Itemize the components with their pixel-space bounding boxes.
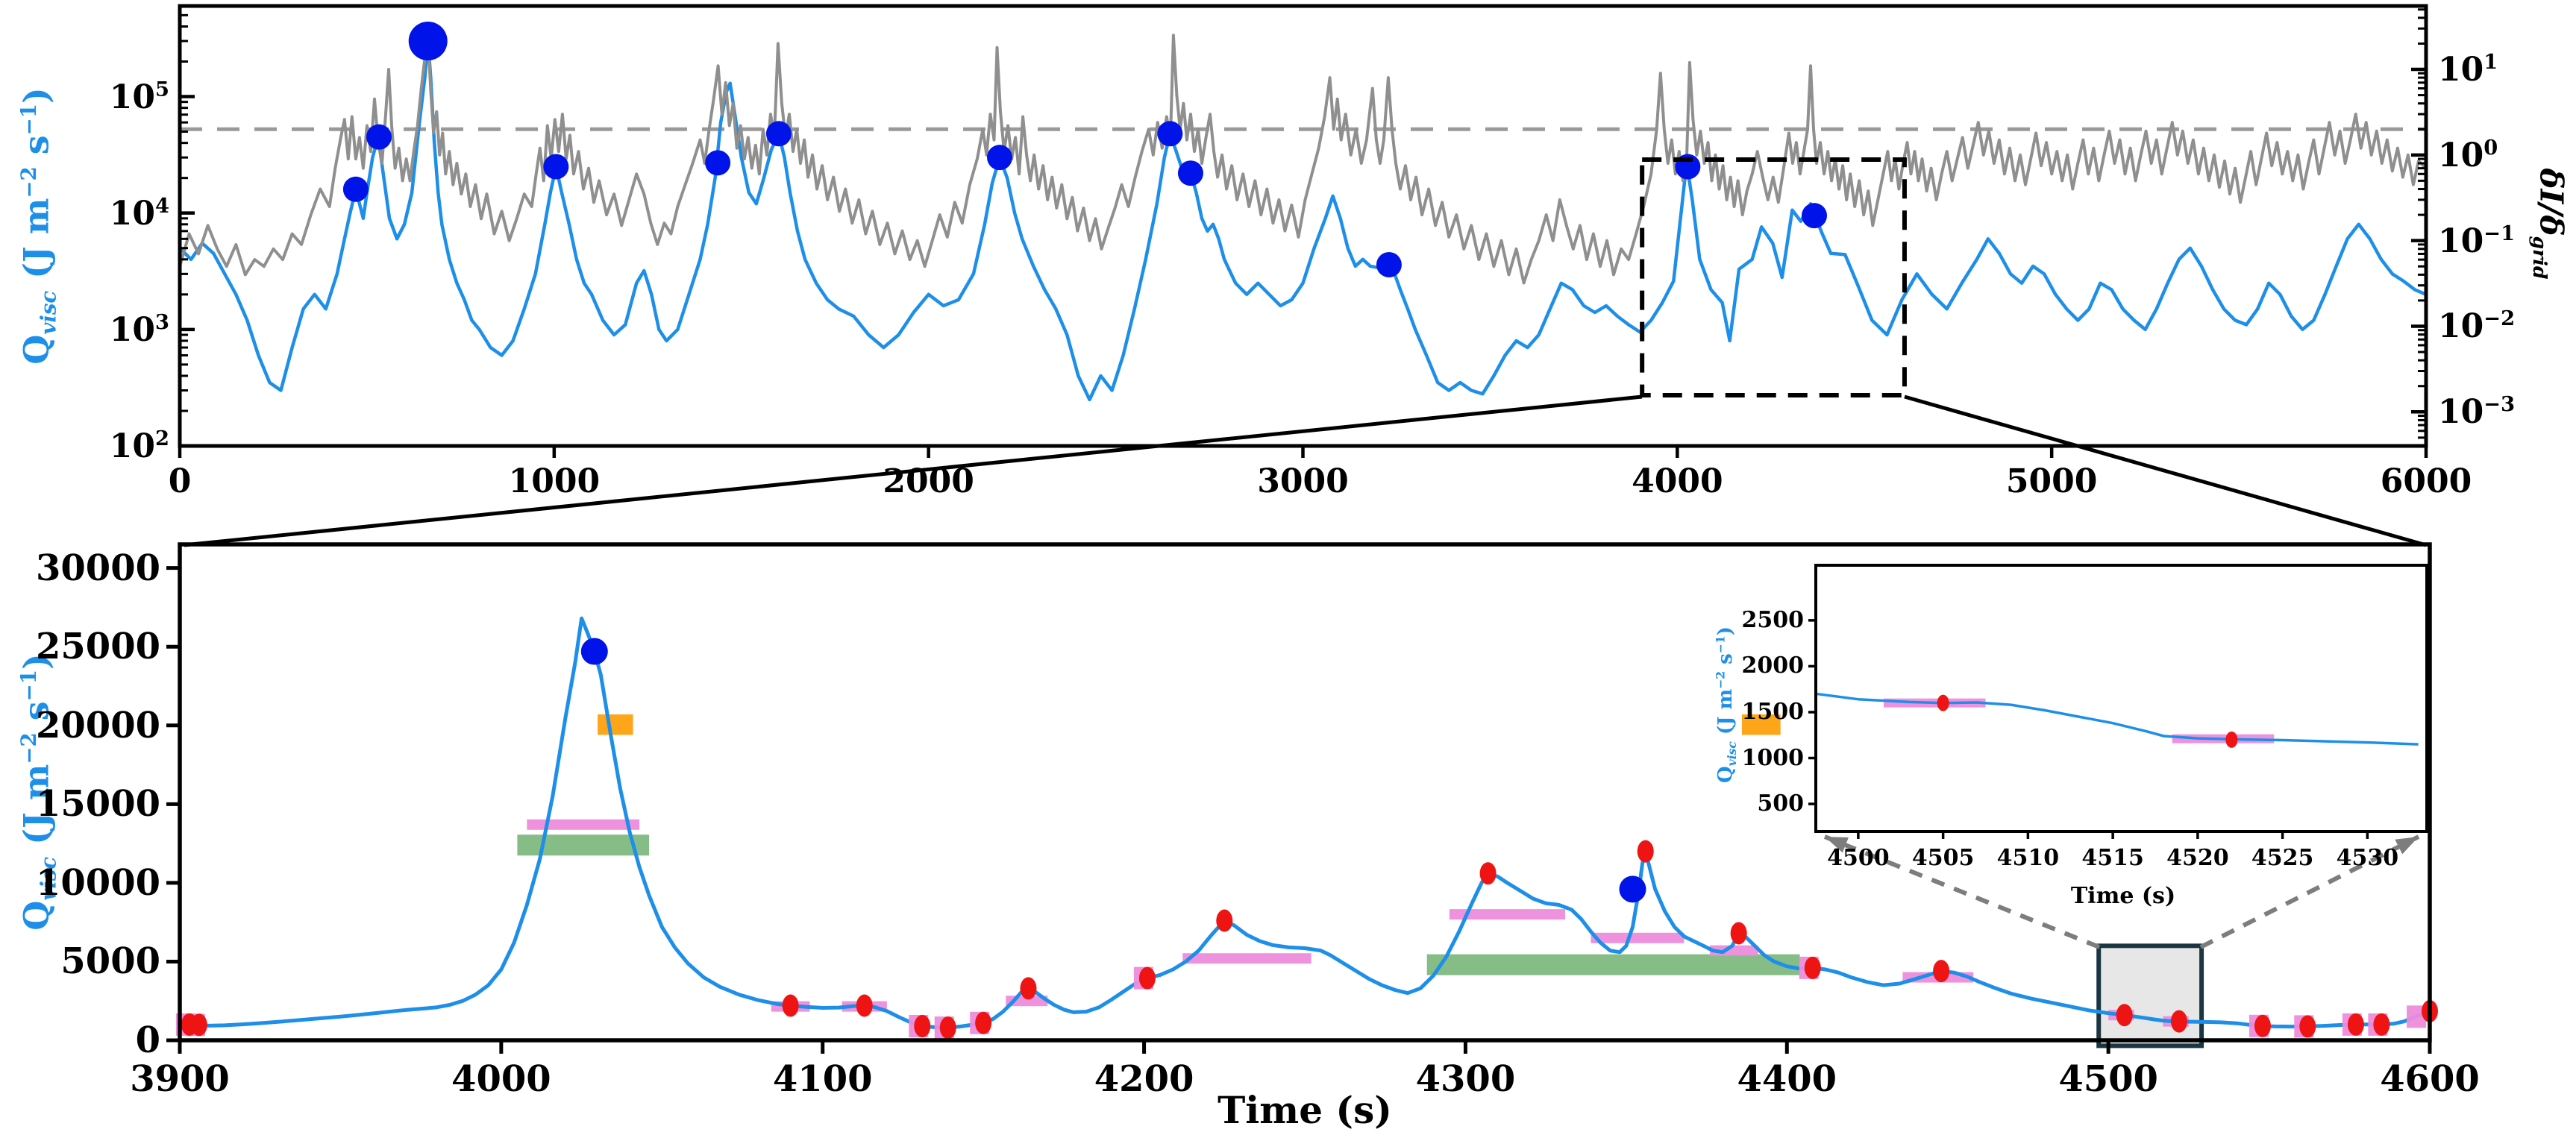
red-peak-marker — [914, 1015, 931, 1037]
top-x-tick: 4000 — [1632, 462, 1723, 500]
orange-flag-marker — [1741, 714, 1781, 735]
zoom-region-rect — [1640, 157, 1907, 397]
top-x-tick: 2000 — [883, 462, 974, 500]
red-peak-marker — [190, 1013, 207, 1037]
inset-x-tick: 4525 — [2251, 845, 2314, 871]
blue-peak-marker — [408, 22, 448, 61]
inset-source-box — [2096, 943, 2204, 1048]
blue-peak-marker — [580, 638, 608, 665]
inset-x-tick: 4530 — [2336, 845, 2399, 871]
bottom-x-tick: 4400 — [1737, 1058, 1837, 1100]
bottom-y-tick: 30000 — [36, 547, 160, 589]
bottom-y-tick: 25000 — [36, 626, 160, 668]
red-peak-marker — [2116, 1004, 2133, 1027]
blue-peak-marker — [1619, 875, 1646, 903]
inset-x-tick: 4505 — [1911, 845, 1975, 871]
bottom-y-tick: 20000 — [36, 704, 160, 746]
red-peak-marker — [856, 994, 873, 1017]
blue-peak-marker — [1802, 203, 1828, 229]
top-panel — [178, 4, 2428, 458]
bottom-x-axis-label: Time (s) — [1218, 1088, 1392, 1132]
blue-peak-marker — [1177, 160, 1203, 186]
red-peak-marker — [1804, 956, 1821, 979]
bottom-x-tick: 4000 — [451, 1058, 551, 1100]
inset-y-tick: 500 — [1757, 790, 1804, 817]
bottom-x-tick: 4200 — [1094, 1058, 1194, 1100]
top-x-tick: 5000 — [2005, 462, 2098, 500]
blue-peak-marker — [543, 154, 569, 180]
inset-x-tick: 4520 — [2166, 845, 2229, 871]
top-y-right-tick: 10−2 — [2438, 306, 2516, 346]
blue-peak-marker — [1376, 251, 1402, 277]
red-peak-marker — [1730, 922, 1747, 945]
grid-resolution-line — [178, 34, 2428, 285]
qvisc-line-top — [178, 39, 2427, 402]
bottom-x-tick: 4100 — [772, 1058, 873, 1100]
top-y-left-tick: 103 — [109, 310, 169, 349]
red-peak-marker — [1138, 966, 1156, 990]
red-peak-marker — [1933, 960, 1950, 983]
blue-peak-marker — [342, 176, 369, 202]
blue-peak-marker — [1157, 121, 1183, 147]
red-peak-marker — [2225, 731, 2238, 748]
pink-fwhm-bar — [1449, 909, 1565, 920]
red-peak-marker — [2254, 1014, 2271, 1037]
top-y-right-tick: 10−1 — [2438, 221, 2516, 260]
qvisc-line-inset — [1815, 692, 2419, 746]
top-y-left-tick: 105 — [109, 77, 169, 116]
bottom-y-tick: 0 — [135, 1019, 160, 1061]
top-y-right-tick: 10−3 — [2438, 392, 2516, 432]
orange-flag-marker — [598, 714, 633, 735]
red-peak-marker — [1216, 909, 1233, 932]
red-peak-marker — [1020, 977, 1037, 1000]
red-peak-marker — [975, 1011, 992, 1034]
pink-fwhm-bar — [1182, 953, 1311, 964]
top-x-tick: 0 — [168, 462, 192, 500]
red-peak-marker — [2299, 1015, 2316, 1038]
bottom-y-tick: 15000 — [36, 783, 160, 826]
red-peak-marker — [1937, 694, 1949, 711]
bottom-x-tick: 4300 — [1415, 1058, 1516, 1100]
green-base-bar — [517, 834, 650, 856]
pink-fwhm-bar — [527, 819, 640, 830]
inset-x-tick: 4510 — [1996, 845, 2060, 871]
top-y-axis-label: Qvisc (J m−2 s−1) — [16, 87, 61, 365]
red-peak-marker — [782, 994, 799, 1017]
blue-peak-marker — [366, 124, 392, 150]
pink-fwhm-bar — [1591, 932, 1685, 943]
inset-x-tick: 4515 — [2081, 845, 2144, 871]
red-peak-marker — [1479, 862, 1497, 885]
inset-y-tick: 2000 — [1741, 653, 1805, 679]
top-y-left-tick: 104 — [109, 193, 169, 233]
bottom-y-tick: 10000 — [36, 861, 160, 904]
green-base-bar — [1426, 954, 1800, 975]
top-x-tick: 6000 — [2380, 462, 2472, 500]
inset-y-tick: 1000 — [1741, 744, 1805, 771]
top-x-tick: 3000 — [1257, 462, 1349, 500]
top-y-right-tick: 100 — [2438, 136, 2498, 175]
red-peak-marker — [2170, 1010, 2187, 1033]
bottom-x-tick: 4500 — [2058, 1058, 2158, 1100]
red-peak-marker — [2347, 1013, 2364, 1036]
top-y-right-tick: 101 — [2438, 50, 2498, 89]
red-peak-marker — [2373, 1013, 2390, 1036]
top-x-tick: 1000 — [508, 462, 601, 500]
inset-panel — [1808, 564, 2428, 839]
red-peak-marker — [1637, 840, 1654, 863]
inset-y-tick: 1500 — [1741, 698, 1805, 725]
red-peak-marker — [939, 1016, 956, 1040]
blue-peak-marker — [765, 121, 792, 147]
right-y-axis-label: δI/δgrid — [2528, 168, 2570, 280]
inset-x-tick: 4500 — [1827, 845, 1890, 871]
blue-peak-marker — [705, 150, 731, 176]
bottom-x-tick: 3900 — [130, 1058, 230, 1100]
bottom-x-tick: 4600 — [2380, 1058, 2480, 1100]
bottom-y-tick: 5000 — [60, 940, 160, 983]
blue-peak-marker — [987, 145, 1013, 171]
inset-y-tick: 2500 — [1741, 606, 1805, 633]
top-y-left-tick: 102 — [109, 427, 169, 465]
